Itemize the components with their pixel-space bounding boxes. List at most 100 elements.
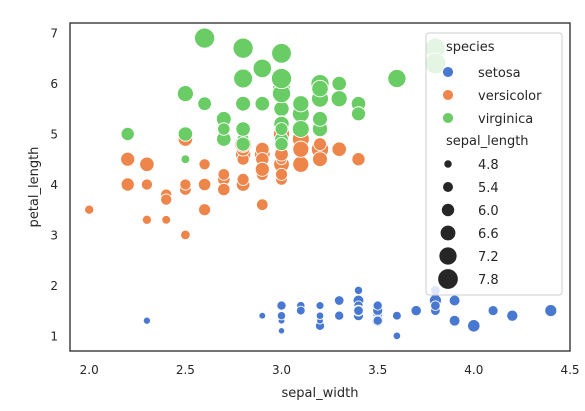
point-virginica	[217, 122, 231, 136]
point-setosa	[410, 304, 422, 317]
point-setosa	[467, 319, 481, 333]
point-virginica	[271, 42, 292, 64]
y-tick-label: 4	[50, 178, 58, 192]
point-setosa	[448, 314, 461, 327]
point-versicolor	[331, 141, 347, 157]
point-virginica	[330, 90, 348, 108]
legend-label-versicolor: versicolor	[478, 89, 542, 104]
legend-size-title: sepal_length	[446, 134, 529, 149]
point-setosa	[430, 300, 441, 311]
legend-size-label: 4.8	[478, 158, 499, 173]
point-virginica	[331, 75, 347, 92]
point-setosa	[372, 315, 383, 326]
point-virginica	[120, 126, 135, 142]
point-virginica	[274, 137, 289, 152]
y-tick-label: 6	[50, 77, 58, 91]
y-tick-label: 5	[50, 128, 58, 142]
point-versicolor	[313, 137, 327, 151]
point-setosa	[487, 305, 499, 317]
point-versicolor	[84, 204, 95, 215]
point-versicolor	[120, 177, 135, 192]
point-setosa	[392, 310, 402, 321]
point-setosa	[295, 305, 306, 316]
point-versicolor	[120, 151, 136, 167]
legend-size-marker	[438, 246, 458, 266]
point-virginica	[197, 96, 212, 111]
axes-layer: 2.0 2.5 3.0 3.5 4.0 4.5 1 2 3 4 5 6 7 sepal_width peta…	[27, 22, 580, 401]
legend-size-marker	[442, 181, 454, 193]
y-tick-label: 7	[50, 27, 58, 41]
point-virginica	[254, 95, 271, 112]
point-setosa	[544, 304, 558, 318]
point-setosa	[353, 305, 364, 316]
point-virginica	[291, 120, 310, 138]
legend-size-label: 6.0	[478, 204, 499, 219]
y-tick-label: 3	[50, 228, 58, 242]
point-versicolor	[351, 152, 366, 167]
point-setosa	[315, 301, 325, 311]
point-versicolor	[198, 158, 211, 171]
point-versicolor	[256, 198, 269, 211]
x-tick-label: 2.5	[176, 363, 195, 377]
point-virginica	[274, 122, 289, 136]
legend-size-marker	[439, 224, 457, 242]
legend-size-marker	[437, 268, 459, 290]
point-virginica	[235, 121, 251, 137]
point-virginica	[194, 27, 216, 49]
point-setosa	[142, 316, 151, 325]
point-versicolor	[254, 161, 270, 177]
legend-size-marker	[443, 159, 453, 169]
point-virginica	[351, 106, 367, 122]
point-virginica	[176, 85, 194, 103]
point-setosa	[448, 294, 461, 307]
point-versicolor	[161, 214, 172, 225]
point-setosa	[372, 300, 383, 311]
point-setosa	[392, 331, 402, 341]
point-virginica	[273, 100, 290, 117]
legend-hue-title: species	[446, 40, 495, 55]
point-setosa	[276, 311, 287, 321]
legend-size-label: 7.8	[478, 273, 499, 288]
point-versicolor	[141, 214, 152, 225]
legend-size-label: 5.4	[478, 181, 499, 196]
point-setosa	[353, 285, 364, 296]
point-virginica	[311, 79, 329, 98]
point-setosa	[276, 300, 287, 311]
point-versicolor	[180, 229, 191, 241]
point-virginica	[180, 154, 191, 165]
legend: species setosa versicolor virginica sepal_le…	[425, 32, 563, 296]
x-tick-label: 3.0	[272, 363, 291, 377]
point-virginica	[177, 126, 194, 142]
point-virginica	[235, 95, 252, 112]
x-tick-label: 4.0	[464, 363, 483, 377]
point-versicolor	[140, 178, 153, 191]
point-setosa	[334, 310, 345, 321]
legend-label-setosa: setosa	[478, 66, 521, 81]
point-virginica	[270, 67, 293, 90]
y-axis-label: petal_length	[27, 147, 42, 228]
legend-size-label: 7.2	[478, 250, 499, 265]
x-tick-label: 2.0	[80, 363, 99, 377]
legend-swatch-setosa	[442, 66, 454, 78]
point-versicolor	[217, 182, 231, 197]
point-setosa	[315, 311, 325, 320]
point-versicolor	[292, 155, 310, 173]
point-setosa	[333, 295, 345, 306]
point-versicolor	[217, 168, 231, 181]
point-versicolor	[275, 167, 288, 181]
point-setosa	[506, 309, 519, 322]
point-versicolor	[198, 203, 212, 217]
legend-swatch-virginica	[442, 112, 454, 124]
point-versicolor	[312, 151, 328, 168]
legend-size-marker	[440, 202, 456, 218]
legend-size-label: 6.6	[478, 227, 499, 242]
plot-frame	[69, 22, 571, 352]
point-setosa	[277, 327, 286, 335]
legend-box	[425, 32, 563, 296]
legend-swatch-versicolor	[442, 89, 454, 101]
point-virginica	[292, 95, 310, 113]
y-tick-label: 1	[50, 329, 58, 343]
x-axis-label: sepal_width	[282, 386, 359, 401]
point-virginica	[232, 37, 254, 59]
